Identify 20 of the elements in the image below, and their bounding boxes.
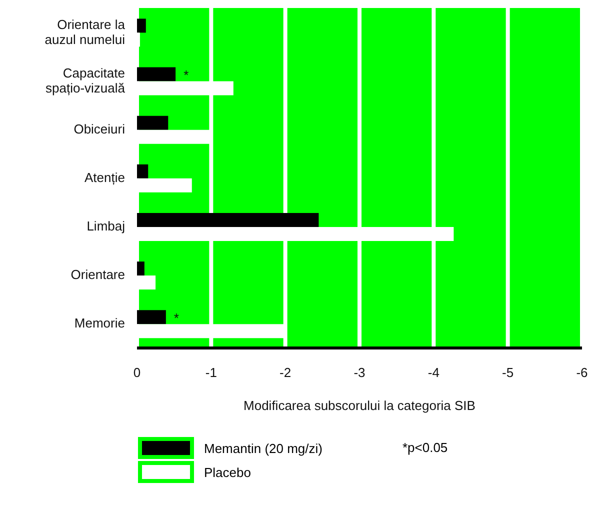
x-tick-label: -1 [205, 365, 217, 380]
x-tick-label: -3 [354, 365, 366, 380]
x-tick-label: -5 [502, 365, 514, 380]
y-tick-label: Orientare la auzul numelui [44, 16, 126, 47]
y-tick-label: Orientare [70, 267, 125, 282]
y-tick-label: Atenție [84, 170, 125, 185]
y-tick-label: Memorie [74, 316, 125, 331]
x-tick-label: -2 [280, 365, 292, 380]
x-tick-label: -6 [576, 365, 588, 380]
annotation: * [174, 310, 179, 326]
y-tick-label: Capacitate spațio-vizuală [46, 65, 126, 96]
text: *p<0.05 [402, 439, 448, 457]
annotation: * [184, 67, 189, 82]
y-tick-label: Limbaj [86, 218, 126, 234]
x-tick-label: -4 [428, 365, 440, 380]
legend-label: Memantin (20 mg/zi) [204, 440, 322, 456]
x-axis-title: Modificarea subscorului la categoria SIB [244, 398, 476, 413]
y-tick-label: Obiceiuri [74, 121, 126, 136]
legend-label: Placebo [204, 464, 251, 480]
x-tick-label: 0 [133, 365, 141, 380]
